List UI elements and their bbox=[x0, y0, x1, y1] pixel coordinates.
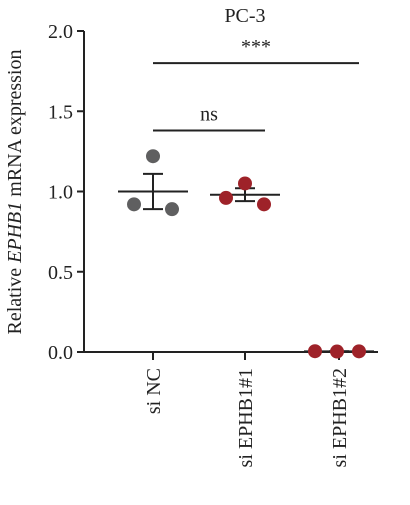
y-axis-label-part: Relative bbox=[4, 263, 26, 335]
y-tick-label: 1.0 bbox=[48, 182, 73, 204]
axes: 0.0 0.5 1.0 1.5 2.0 si NC si EPHB1#1 si EPHB1#2 bbox=[48, 21, 378, 467]
y-tick-label: 1.5 bbox=[48, 101, 73, 123]
x-tick-label: si NC bbox=[143, 368, 165, 414]
data-point bbox=[308, 344, 322, 359]
significance-0: ns bbox=[153, 104, 265, 132]
data-point bbox=[219, 190, 233, 205]
x-tick-label: si EPHB1#2 bbox=[329, 368, 351, 467]
y-tick-label: 0.5 bbox=[48, 262, 73, 284]
data-point bbox=[238, 176, 252, 191]
y-axis-label: Relative EPHB1 mRNA expression bbox=[4, 50, 26, 335]
data-point bbox=[330, 344, 344, 359]
data-point bbox=[165, 202, 179, 217]
significance-label: ns bbox=[200, 104, 218, 126]
data-point bbox=[352, 344, 366, 359]
y-axis-label-part: EPHB1 bbox=[4, 202, 26, 264]
group-0 bbox=[118, 149, 188, 217]
y-tick-label: 2.0 bbox=[48, 21, 73, 43]
significance-1: *** bbox=[153, 36, 359, 65]
group-1 bbox=[210, 176, 280, 212]
data-point bbox=[257, 197, 271, 212]
significance-label: *** bbox=[241, 36, 271, 58]
x-tick-label: si EPHB1#1 bbox=[235, 368, 257, 467]
data-point bbox=[127, 197, 141, 212]
y-axis-label-part: mRNA expression bbox=[4, 50, 26, 202]
data-point bbox=[146, 149, 160, 164]
chart-marks: ns *** bbox=[118, 36, 374, 359]
y-tick-label: 0.0 bbox=[48, 342, 73, 364]
chart-title: PC-3 bbox=[224, 5, 265, 27]
group-2 bbox=[304, 344, 374, 359]
